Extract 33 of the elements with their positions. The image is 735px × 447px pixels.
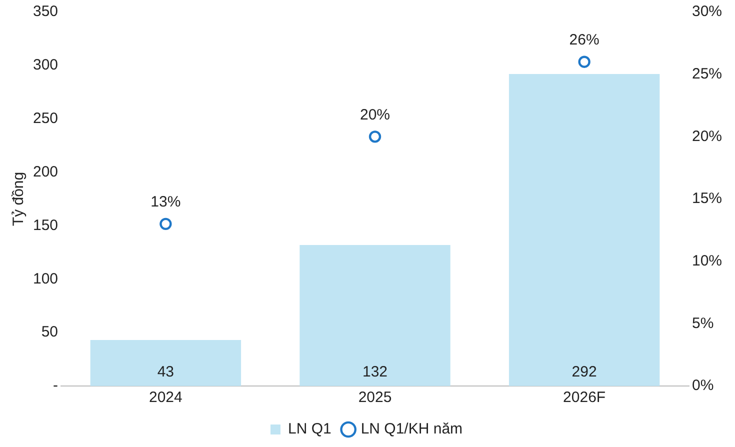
legend-label: LN Q1 [288, 420, 332, 438]
y-tick-label: 200 [32, 163, 58, 180]
x-tick-label: 2026F [563, 389, 606, 406]
y2-tick-label: 15% [692, 190, 722, 208]
y-tick-label: 250 [32, 110, 58, 127]
y-tick-label: 350 [32, 3, 58, 20]
y2-tick-label: 5% [692, 314, 714, 332]
point [578, 56, 590, 68]
y-tick-label: - [53, 377, 58, 394]
y2-tick-label: 0% [692, 377, 714, 394]
y-tick-label: 50 [41, 324, 58, 341]
data-label: 43 [157, 364, 174, 381]
y-tick-label: 150 [32, 216, 58, 234]
data-label: 292 [572, 364, 597, 381]
y-axis-title: Tỷ đồng [10, 172, 28, 226]
x-tick-label: 2024 [149, 389, 182, 406]
data-label: 132 [362, 364, 388, 381]
y2-tick-label: 30% [692, 3, 722, 20]
y-tick-label: 300 [32, 56, 58, 74]
data-label: 20% [360, 106, 390, 124]
data-label: 13% [150, 194, 181, 211]
bar [300, 244, 450, 386]
point [368, 130, 382, 143]
data-label: 26% [569, 32, 600, 49]
x-tick-label: 2025 [358, 389, 392, 406]
y-tick-label: 100 [32, 270, 58, 288]
bar [90, 340, 242, 386]
y2-tick-label: 20% [692, 128, 722, 145]
y2-tick-label: 10% [692, 252, 722, 270]
y2-tick-label: 25% [692, 65, 722, 82]
point [160, 218, 172, 230]
legend-label: LN Q1/KH năm [360, 420, 463, 438]
bar [508, 74, 660, 386]
